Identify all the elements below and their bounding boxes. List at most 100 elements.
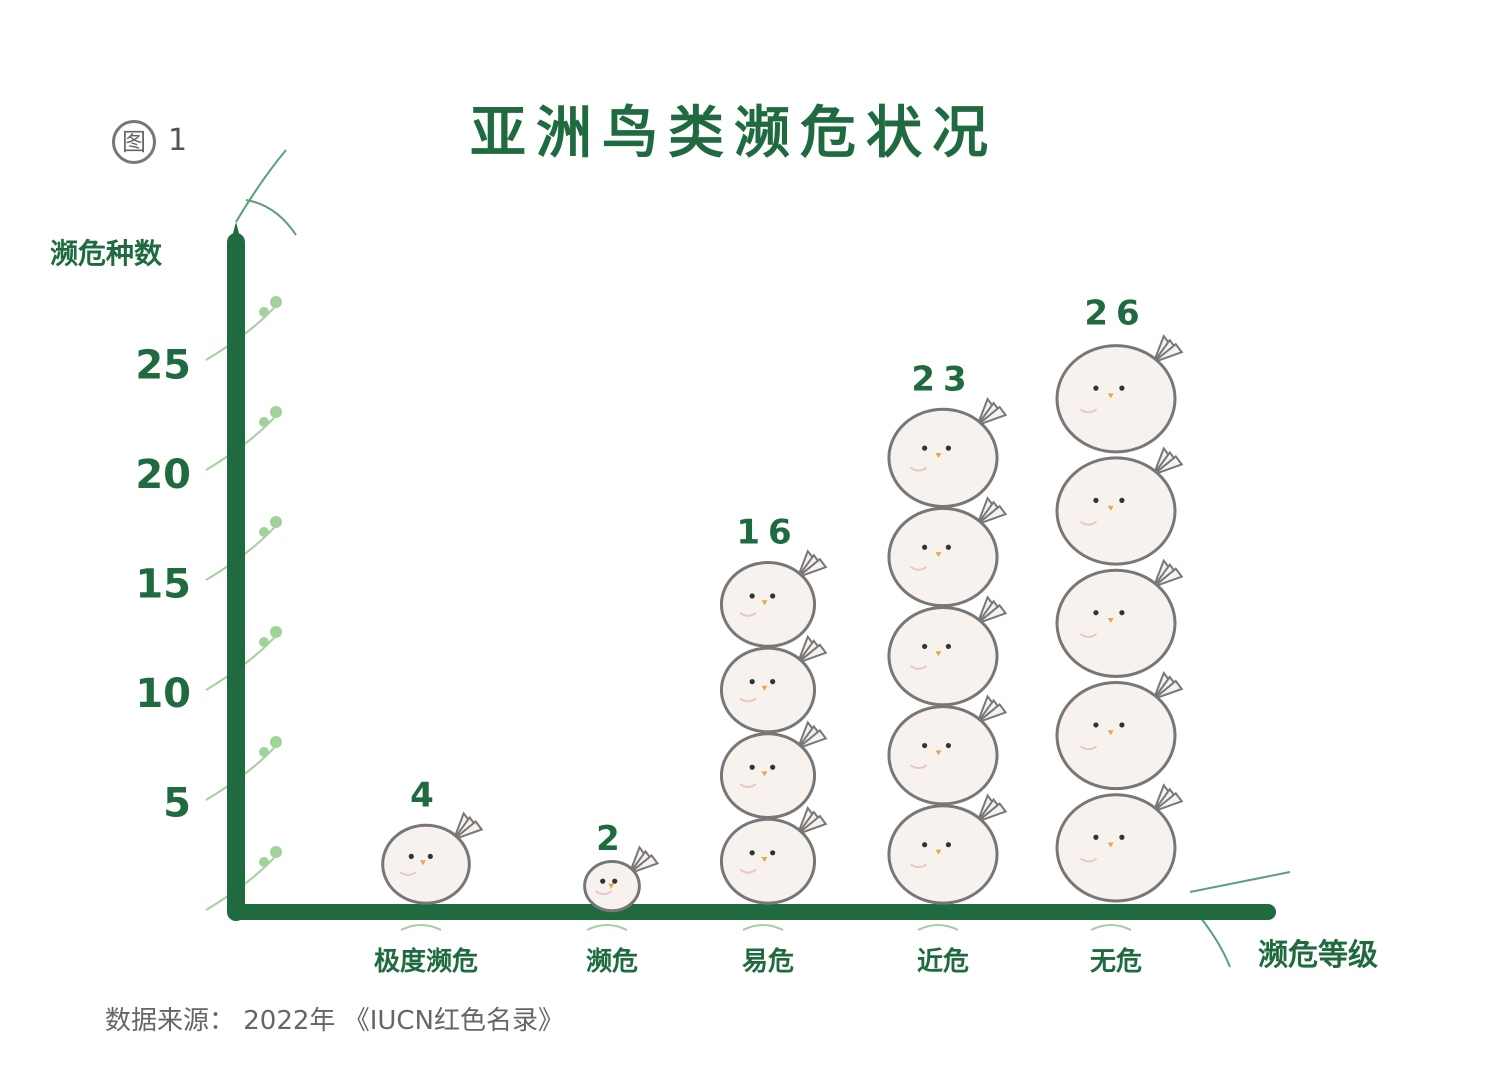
y-tick-label: 20: [135, 452, 191, 498]
bird-eye: [749, 679, 755, 685]
bird-eye: [922, 742, 928, 749]
bar-bird-4: [1055, 558, 1184, 678]
bird-beak: [1107, 505, 1114, 511]
x-tick-label: 易危: [742, 946, 794, 977]
bird-eye: [749, 593, 755, 599]
vine-leaf: [259, 527, 269, 537]
x-tick-label: 濒危: [586, 946, 638, 977]
bird-eye: [1093, 610, 1099, 616]
bird-blush: [739, 783, 757, 788]
vine-leaf: [259, 747, 269, 757]
bar-bird-2: [719, 634, 828, 734]
bar-bird-3: [887, 694, 1008, 806]
data-label: 2: [596, 819, 628, 859]
bird-body: [1055, 344, 1177, 454]
bird-body: [719, 817, 817, 905]
bird-eye: [945, 643, 952, 650]
x-axis-label: 濒危等级: [1258, 938, 1378, 973]
bird-beak: [761, 600, 768, 606]
bird-eye: [945, 742, 952, 749]
bird-eye: [922, 842, 928, 848]
bar-bird-2: [719, 549, 828, 648]
bird-blush: [909, 665, 928, 670]
bird-eye: [1093, 497, 1099, 503]
bird-eye: [945, 842, 952, 848]
bird-eye: [1119, 497, 1125, 503]
chart-title: 亚洲鸟类濒危状况: [470, 101, 998, 166]
bird-blush: [909, 764, 928, 770]
bar-bird-0: [381, 811, 484, 905]
bar-bird-4: [1055, 670, 1184, 791]
bird-eye: [408, 853, 414, 860]
bird-blush: [739, 697, 757, 703]
bar-bird-3: [887, 595, 1008, 707]
bird-blush: [399, 871, 417, 876]
bird-eye: [749, 764, 755, 770]
bird-eye: [749, 850, 755, 856]
label-vine: [586, 924, 628, 931]
bird-beak: [1107, 617, 1114, 623]
bird-body: [381, 823, 471, 905]
bird-beak: [761, 685, 768, 691]
y-tick-label: 10: [135, 671, 191, 717]
bird-body: [719, 646, 817, 734]
bird-tail-feather: [797, 728, 828, 750]
bird-eye: [770, 679, 776, 685]
bar-bird-4: [1055, 334, 1184, 454]
bird-blush: [739, 611, 757, 617]
bird-tail-feather: [628, 853, 660, 875]
vine-leaf: [259, 637, 269, 647]
bird-beak: [1107, 730, 1114, 736]
bird-tail-feather: [1153, 342, 1184, 364]
bird-beak: [935, 849, 942, 855]
data-source-note: 数据来源： 2022年 《IUCN红色名录》: [105, 1006, 564, 1036]
bird-eye: [945, 445, 952, 451]
bird-eye: [1119, 722, 1125, 728]
label-vine: [917, 924, 959, 931]
figure-label-number: 1: [168, 123, 188, 158]
bar-bird-2: [719, 805, 828, 905]
bird-blush: [1080, 633, 1098, 638]
label-vine: [742, 924, 784, 931]
bird-eye: [945, 544, 952, 550]
end-sprig: [1189, 871, 1291, 893]
bird-beak: [935, 750, 942, 756]
bird-tail-feather: [797, 643, 828, 664]
bird-eye: [612, 878, 618, 884]
y-tick-label: 5: [163, 781, 191, 827]
bird-tail-feather: [976, 702, 1008, 724]
figure-label-circle: 图: [112, 120, 156, 164]
bird-blush: [909, 565, 928, 571]
y-axis-arrow: [228, 222, 244, 252]
bird-tail-feather: [1153, 454, 1184, 476]
vine-leaf: [270, 296, 282, 308]
bar-bird-4: [1055, 446, 1184, 566]
bird-body: [1055, 568, 1177, 678]
bird-blush: [909, 466, 928, 472]
bird-beak: [761, 857, 768, 863]
bird-body: [887, 705, 999, 806]
vine-leaf: [270, 626, 282, 638]
bird-beak: [761, 771, 768, 777]
bird-body: [719, 560, 817, 648]
bird-tail-feather: [797, 557, 828, 579]
vine-leaf: [270, 736, 282, 748]
bird-tail-feather: [1153, 679, 1184, 700]
vine-leaf: [270, 516, 282, 528]
bird-beak: [935, 651, 942, 657]
bird-tail-feather: [976, 802, 1008, 823]
bird-blush: [1080, 408, 1098, 414]
bird-eye: [600, 878, 606, 884]
bird-eye: [1119, 610, 1125, 616]
x-tick-label: 近危: [917, 946, 969, 977]
y-tick-label: 15: [135, 562, 191, 608]
x-tick-label: 极度濒危: [374, 946, 478, 977]
label-vine: [1090, 924, 1132, 931]
bird-eye: [1093, 834, 1099, 840]
bird-tail-feather: [976, 405, 1008, 426]
bird-blush: [1080, 857, 1098, 863]
vine-leaf: [259, 417, 269, 427]
bird-eye: [1119, 385, 1125, 391]
bird-eye: [922, 445, 928, 451]
